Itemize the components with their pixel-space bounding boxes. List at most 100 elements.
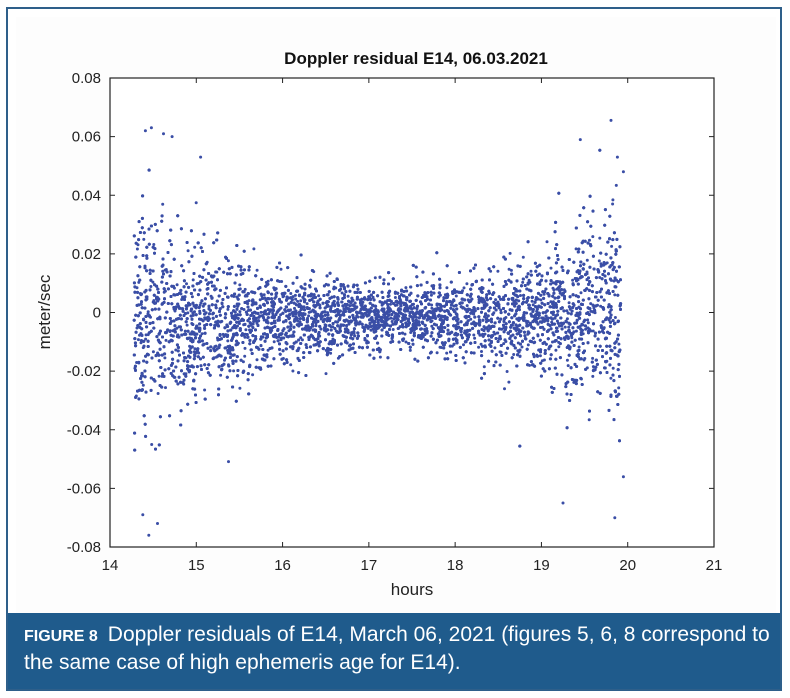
data-point — [462, 343, 465, 347]
data-point — [259, 335, 263, 339]
data-point — [611, 366, 615, 370]
data-point — [503, 387, 506, 391]
data-point — [462, 286, 466, 290]
data-point — [507, 380, 511, 384]
data-point — [531, 303, 535, 307]
data-point — [461, 289, 464, 293]
data-point — [507, 267, 511, 271]
scatter-chart: Doppler residual E14, 06.03.2021 14 15 16 1… — [35, 49, 722, 599]
data-point — [296, 299, 300, 303]
data-point — [163, 356, 167, 360]
data-point — [521, 280, 525, 284]
data-point — [540, 359, 544, 363]
data-point — [586, 321, 590, 325]
data-point — [258, 298, 262, 302]
data-point — [232, 369, 236, 373]
data-point — [135, 361, 139, 364]
data-point — [525, 311, 529, 315]
data-point — [137, 280, 141, 284]
data-point — [610, 244, 614, 248]
data-point — [565, 309, 569, 313]
data-point — [393, 296, 397, 299]
data-point — [574, 329, 578, 333]
data-point — [226, 339, 230, 343]
data-point — [403, 332, 407, 336]
data-point — [591, 235, 595, 239]
data-point — [445, 351, 449, 355]
data-point — [255, 268, 259, 272]
data-point — [243, 354, 247, 358]
data-point — [617, 386, 621, 390]
data-point — [597, 259, 601, 263]
data-point — [243, 335, 247, 339]
data-point — [591, 374, 595, 378]
data-point — [340, 291, 344, 295]
data-point — [191, 311, 195, 315]
data-point — [429, 293, 433, 297]
data-point — [472, 333, 476, 337]
data-point — [538, 354, 542, 358]
data-point — [144, 333, 148, 337]
data-point — [152, 243, 156, 246]
data-point — [346, 294, 350, 298]
data-point — [430, 324, 434, 328]
data-point — [473, 336, 477, 340]
data-point — [185, 282, 188, 286]
data-point — [242, 308, 246, 311]
data-point — [539, 298, 543, 302]
data-point — [164, 386, 167, 390]
data-point — [259, 310, 263, 314]
data-point — [439, 346, 443, 349]
data-point — [227, 460, 230, 464]
data-point — [542, 292, 546, 296]
data-point — [565, 317, 569, 321]
data-point — [469, 317, 473, 321]
data-point — [164, 268, 168, 271]
data-point — [579, 291, 583, 295]
data-point — [219, 373, 223, 377]
data-point — [549, 300, 553, 304]
data-point — [599, 264, 603, 268]
data-point — [161, 202, 165, 206]
data-point — [289, 292, 293, 295]
data-point — [521, 255, 525, 259]
data-point — [435, 351, 439, 355]
data-point — [271, 311, 275, 315]
data-point — [390, 320, 394, 323]
data-point — [244, 328, 248, 332]
data-point — [149, 285, 153, 288]
data-point — [142, 237, 146, 241]
data-point — [191, 278, 195, 282]
data-point — [151, 350, 155, 354]
data-point — [574, 247, 578, 251]
data-point — [183, 329, 187, 333]
data-point — [307, 314, 311, 318]
data-point — [293, 306, 296, 310]
data-point — [509, 268, 513, 272]
data-point — [408, 348, 412, 352]
data-point — [279, 267, 283, 271]
data-point — [220, 301, 224, 305]
data-point — [496, 269, 500, 273]
data-point — [613, 316, 617, 319]
data-point — [238, 283, 242, 287]
data-point — [591, 365, 595, 369]
data-point — [517, 299, 521, 303]
data-point — [563, 325, 567, 329]
data-point — [598, 236, 602, 240]
data-point — [305, 302, 309, 306]
data-point — [389, 302, 392, 306]
data-point — [324, 372, 328, 376]
data-point — [151, 280, 155, 284]
data-point — [480, 344, 484, 348]
data-point — [502, 342, 506, 346]
data-point — [255, 358, 259, 362]
data-point — [586, 318, 590, 322]
data-point — [156, 392, 160, 395]
data-points — [132, 118, 625, 537]
data-point — [598, 276, 602, 279]
data-point — [226, 259, 230, 263]
data-point — [609, 118, 613, 122]
data-point — [554, 348, 558, 352]
data-point — [465, 304, 469, 308]
